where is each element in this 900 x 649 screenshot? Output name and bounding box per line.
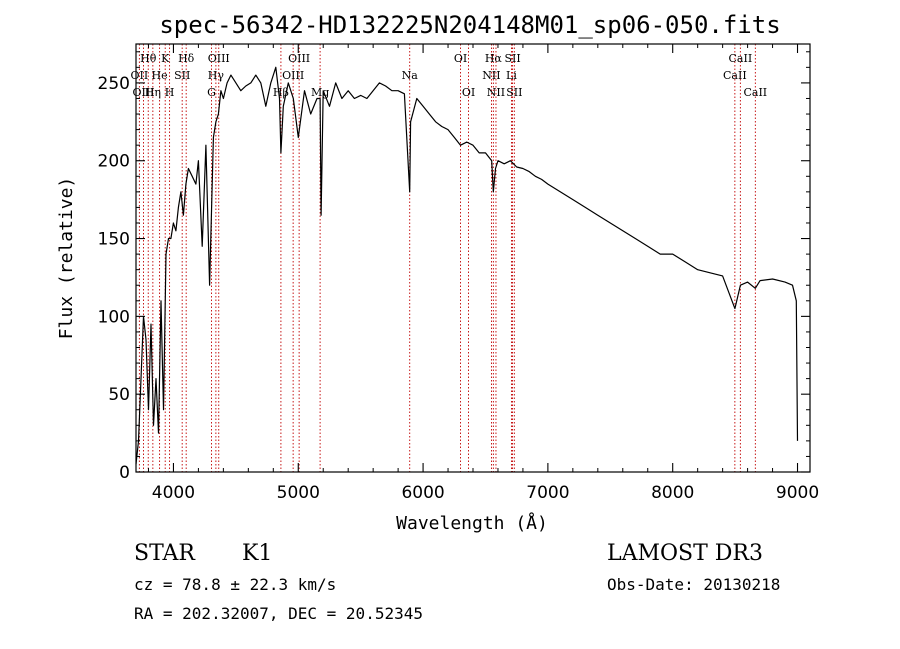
chart-title: spec-56342-HD132225N204148M01_sp06-050.f… (159, 11, 780, 39)
x-tick-label-0: 4000 (152, 483, 195, 503)
line-label-4: K (161, 52, 170, 65)
survey-name: LAMOST DR3 (607, 541, 763, 566)
line-label-10: Hγ (208, 69, 225, 82)
line-label-5: He (152, 69, 168, 82)
line-label-24: SII (506, 86, 522, 99)
x-tick-label-2: 6000 (401, 483, 444, 503)
line-label-3: Hη (145, 86, 161, 99)
line-label-23: Li (506, 69, 517, 82)
line-label-19: Hα (485, 52, 503, 65)
y-tick-label-2: 100 (98, 307, 130, 327)
line-label-18: OI (462, 86, 475, 99)
line-label-13: OIII (282, 69, 304, 82)
line-label-0: Hθ (140, 52, 157, 65)
line-label-2: OIII (132, 86, 154, 99)
line-label-1: OII (131, 69, 149, 82)
line-label-27: CaII (743, 86, 767, 99)
y-axis-ticks: 0 50 100 150 200 250 (98, 51, 810, 483)
y-axis-label: Flux (relative) (56, 177, 77, 340)
line-label-11: G (207, 86, 216, 99)
observation-date: Obs-Date: 20130218 (607, 575, 780, 594)
y-tick-label-5: 250 (98, 74, 130, 94)
line-label-8: SII (174, 69, 190, 82)
x-tick-label-3: 7000 (526, 483, 569, 503)
y-tick-label-0: 0 (119, 463, 130, 483)
y-tick-label-4: 200 (98, 152, 130, 172)
line-label-6: H (165, 86, 175, 99)
y-tick-label-1: 50 (108, 385, 130, 405)
line-label-16: Na (402, 69, 419, 82)
x-axis-ticks: 4000 5000 6000 7000 8000 9000 (147, 44, 819, 503)
line-label-15: Mg (311, 86, 329, 99)
x-tick-label-5: 9000 (776, 483, 819, 503)
line-label-21: NII (487, 86, 505, 99)
plot-frame (135, 43, 811, 473)
line-label-22: SII (504, 52, 520, 65)
line-label-7: Hδ (178, 52, 195, 65)
object-class: STAR (134, 541, 196, 566)
y-tick-label-3: 150 (98, 230, 130, 250)
coordinates: RA = 202.32007, DEC = 20.52345 (134, 604, 423, 623)
line-label-12: OIII (288, 52, 310, 65)
object-subclass: K1 (242, 541, 272, 566)
line-label-14: Hβ (273, 86, 289, 99)
spectral-line-markers (138, 44, 756, 472)
line-label-9: OIII (208, 52, 230, 65)
redshift-velocity: cz = 78.8 ± 22.3 km/s (134, 575, 336, 594)
line-label-25: CaII (729, 52, 753, 65)
line-label-20: NII (482, 69, 500, 82)
x-tick-label-4: 8000 (651, 483, 694, 503)
line-label-17: OI (454, 52, 467, 65)
x-tick-label-1: 5000 (277, 483, 320, 503)
x-axis-label: Wavelength (Å) (396, 512, 548, 534)
spectrum-line (135, 66, 799, 465)
line-label-26: CaII (723, 69, 747, 82)
